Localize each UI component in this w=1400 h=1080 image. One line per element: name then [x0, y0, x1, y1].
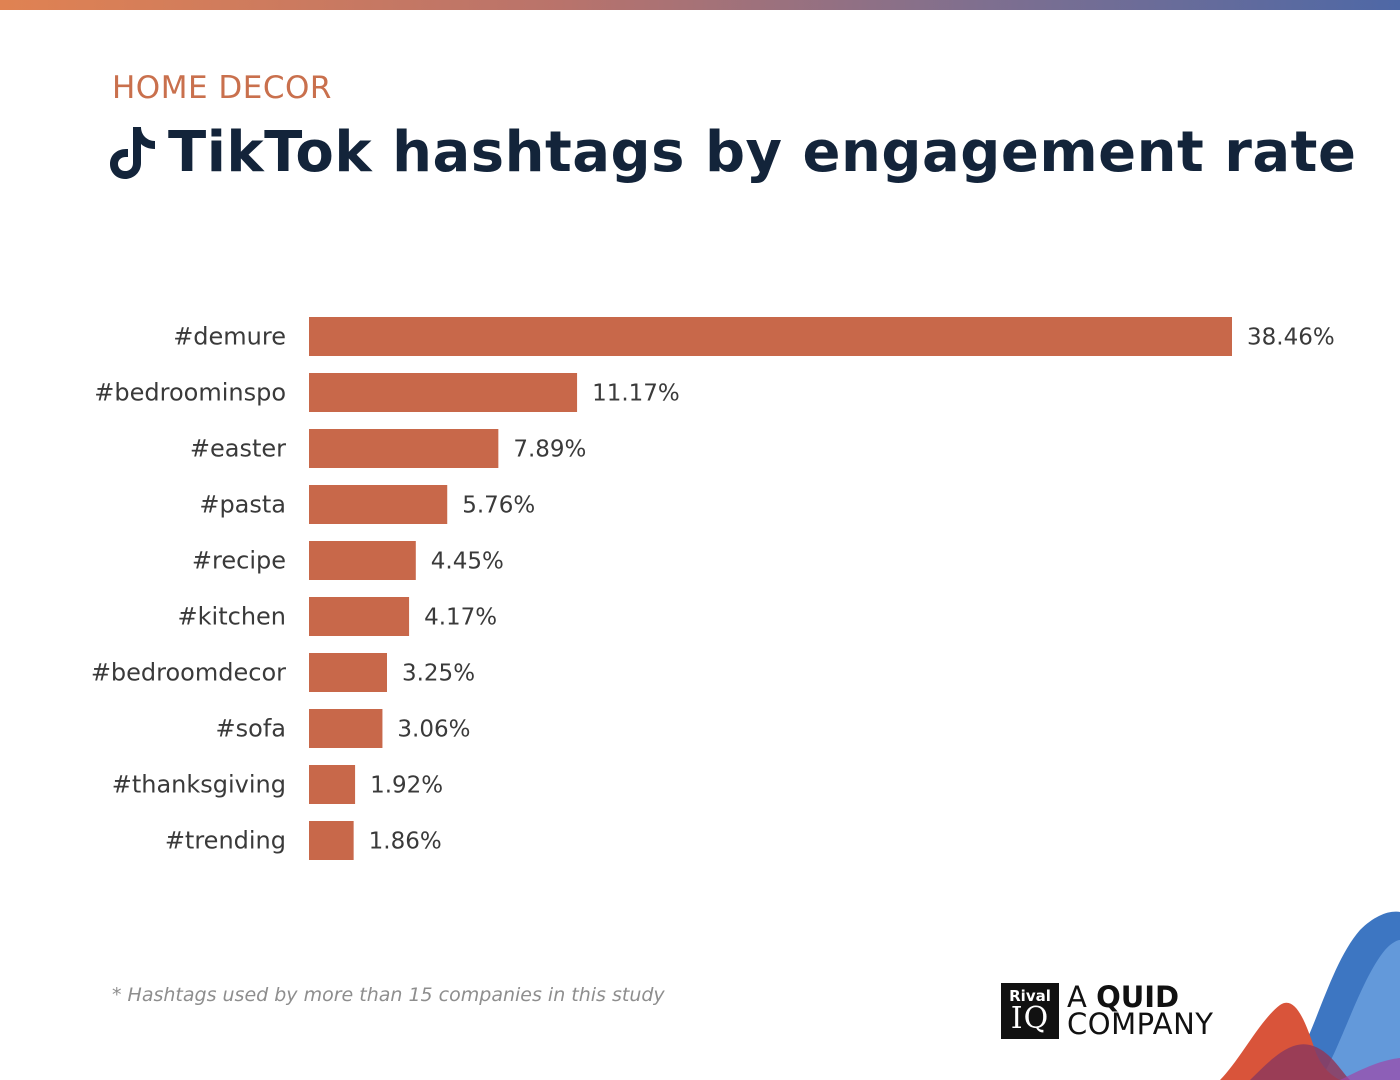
category-label: HOME DECOR	[112, 70, 332, 106]
category-tick-label: #trending	[165, 827, 286, 855]
data-label: 3.25%	[402, 661, 475, 687]
chart-title: TikTok hashtags by engagement rate	[168, 119, 1357, 185]
title-row: TikTok hashtags by engagement rate	[106, 112, 1356, 192]
category-tick-label: #bedroomdecor	[91, 659, 286, 687]
category-tick-label: #demure	[173, 323, 286, 351]
brand-line-1-b: QUID	[1096, 980, 1180, 1014]
brand-line-2: COMPANY	[1067, 1007, 1214, 1041]
logo-top-text: Rival	[1009, 987, 1051, 1005]
data-label: 1.86%	[369, 829, 442, 855]
bar	[309, 485, 448, 524]
brand-tagline: A QUID COMPANY	[1067, 983, 1214, 1041]
tiktok-icon	[110, 127, 155, 179]
brand-line-1: A QUID	[1067, 983, 1213, 1012]
data-label: 4.17%	[424, 605, 497, 631]
category-tick-label: #easter	[190, 435, 286, 463]
brand-line-1-a: A	[1067, 980, 1097, 1014]
data-label: 1.92%	[370, 773, 443, 799]
data-label: 4.45%	[431, 549, 504, 575]
data-label: 7.89%	[513, 437, 586, 463]
category-tick-label: #recipe	[192, 547, 286, 575]
bar	[309, 821, 354, 860]
category-tick-label: #kitchen	[178, 603, 286, 631]
bar	[309, 541, 416, 580]
rival-iq-logo: Rival IQ	[1001, 983, 1059, 1039]
data-label: 3.06%	[397, 717, 470, 743]
category-tick-label: #pasta	[199, 491, 286, 519]
category-tick-label: #thanksgiving	[112, 771, 286, 799]
footnote: * Hashtags used by more than 15 companie…	[112, 984, 665, 1006]
category-tick-label: #bedroominspo	[94, 379, 286, 407]
data-label: 38.46%	[1247, 325, 1335, 351]
data-label: 5.76%	[462, 493, 535, 519]
bar	[309, 653, 387, 692]
category-tick-label: #sofa	[216, 715, 286, 743]
bar	[309, 709, 383, 748]
bar	[309, 373, 578, 412]
corner-decoration	[1220, 911, 1400, 1080]
data-label: 11.17%	[592, 381, 680, 407]
bar	[309, 317, 1232, 356]
brand-logo: Rival IQ A QUID COMPANY	[1001, 983, 1213, 1039]
bar	[309, 597, 410, 636]
bar	[309, 429, 499, 468]
bar	[309, 765, 356, 804]
logo-bottom-text: IQ	[1010, 1001, 1050, 1036]
top-gradient-bar	[0, 0, 1400, 10]
